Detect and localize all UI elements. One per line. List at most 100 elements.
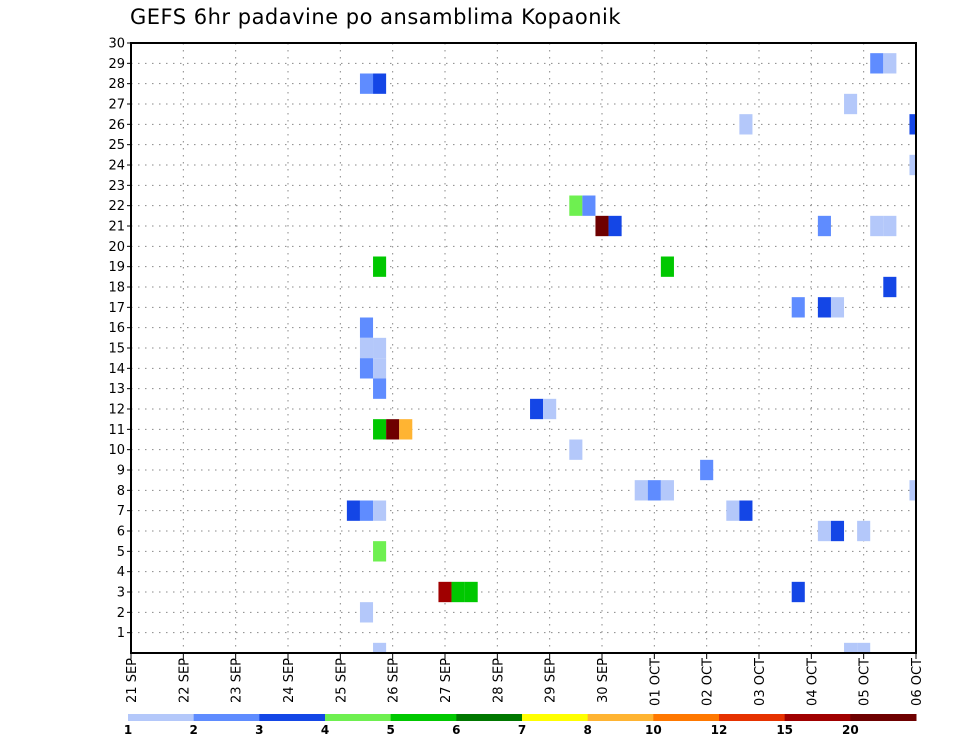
x-tick-label: 06 OCT — [910, 658, 925, 706]
y-tick-label: 10 — [108, 443, 125, 458]
colorbar-label: 20 — [842, 723, 859, 737]
colorbar-swatch — [456, 714, 523, 721]
heatmap-cell — [438, 581, 452, 603]
y-tick-label: 22 — [108, 199, 125, 214]
heatmap-cell — [883, 53, 897, 74]
x-tick-label: 29 SEP — [544, 658, 559, 703]
heatmap-cell — [373, 642, 387, 653]
heatmap-cell — [359, 500, 374, 521]
colorbar-label: 7 — [518, 723, 526, 737]
heatmap-cell — [870, 215, 884, 237]
heatmap-cell — [660, 480, 674, 501]
y-tick-label: 18 — [108, 281, 125, 296]
x-tick-label: 26 SEP — [387, 658, 402, 703]
colorbar-swatch — [850, 714, 917, 721]
heatmap-cell — [817, 297, 831, 318]
y-axis: 1234567891011121314151617181920212223242… — [108, 37, 131, 641]
heatmap-cell — [359, 337, 374, 359]
heatmap-cell — [844, 93, 858, 115]
y-tick-label: 23 — [108, 179, 125, 194]
heatmap-cell — [346, 500, 360, 521]
heatmap-cell — [857, 520, 871, 542]
heatmap-cell — [909, 480, 916, 501]
heatmap-cell — [700, 459, 714, 481]
heatmap-cell — [386, 419, 400, 440]
y-tick-label: 26 — [108, 118, 125, 133]
heatmap-cell — [909, 114, 916, 135]
heatmap-cell — [359, 602, 374, 623]
heatmap-cell — [791, 581, 805, 603]
colorbar-label: 15 — [776, 723, 793, 737]
x-tick-label: 01 OCT — [648, 658, 663, 706]
y-tick-label: 12 — [108, 403, 125, 418]
heatmap-cell — [830, 520, 845, 542]
colorbar-label: 4 — [321, 723, 329, 737]
y-tick-label: 13 — [108, 382, 125, 397]
cell-group — [346, 53, 916, 653]
chart-title: GEFS 6hr padavine po ansamblima Kopaonik — [130, 5, 622, 29]
colorbar-swatch — [259, 714, 326, 721]
y-tick-label: 3 — [117, 586, 125, 601]
heatmap-cell — [373, 256, 387, 277]
colorbar-label: 3 — [255, 723, 263, 737]
colorbar-swatch — [390, 714, 457, 721]
heatmap-cell — [373, 419, 387, 440]
colorbar-label: 6 — [452, 723, 460, 737]
heatmap-cell — [830, 297, 845, 318]
y-tick-label: 5 — [117, 545, 125, 560]
y-tick-label: 14 — [108, 362, 125, 377]
heatmap-cell — [857, 642, 871, 653]
heatmap-cell — [399, 419, 413, 440]
y-tick-label: 4 — [117, 565, 125, 580]
heatmap-cell — [451, 581, 465, 603]
cells — [346, 53, 916, 653]
heatmap-cell — [817, 215, 831, 237]
x-tick-label: 27 SEP — [439, 658, 454, 703]
heatmap-cell — [634, 480, 648, 501]
colorbar-swatch — [128, 714, 195, 721]
heatmap-cell — [883, 215, 897, 237]
x-tick-label: 04 OCT — [805, 658, 820, 706]
heatmap-cell — [569, 439, 583, 460]
heatmap-cell — [543, 398, 557, 420]
colorbar-swatch — [653, 714, 720, 721]
y-tick-label: 28 — [108, 77, 125, 92]
heatmap-cell — [373, 73, 387, 94]
heatmap-cell — [660, 256, 674, 277]
y-tick-label: 15 — [108, 342, 125, 357]
x-tick-label: 21 SEP — [125, 658, 140, 703]
y-tick-label: 24 — [108, 159, 125, 174]
x-tick-label: 28 SEP — [491, 658, 506, 703]
y-tick-label: 2 — [117, 606, 125, 621]
heatmap-cell — [791, 297, 805, 318]
y-tick-label: 16 — [108, 321, 125, 336]
y-tick-label: 29 — [108, 57, 125, 72]
y-tick-label: 27 — [108, 98, 125, 113]
heatmap-cell — [464, 581, 478, 603]
heatmap-cell — [530, 398, 544, 420]
colorbar-label: 5 — [386, 723, 394, 737]
heatmap-cell — [739, 500, 753, 521]
heatmap-cell — [844, 642, 858, 653]
colorbar-swatch — [193, 714, 260, 721]
heatmap-cell — [373, 500, 387, 521]
y-tick-label: 25 — [108, 138, 125, 153]
heatmap-cell — [359, 73, 374, 94]
y-tick-label: 21 — [108, 220, 125, 235]
heatmap-cell — [359, 317, 374, 338]
heatmap-cell — [373, 337, 387, 359]
y-tick-label: 7 — [117, 504, 125, 519]
y-tick-label: 8 — [117, 484, 125, 499]
colorbar-swatch — [784, 714, 851, 721]
x-tick-label: 03 OCT — [753, 658, 768, 706]
heatmap-cell — [608, 215, 622, 237]
heatmap-cell — [909, 154, 916, 176]
colorbar-label: 1 — [124, 723, 132, 737]
y-tick-label: 1 — [117, 626, 125, 641]
y-tick-label: 20 — [108, 240, 125, 255]
heatmap-cell — [883, 276, 897, 298]
heatmap-cell — [582, 195, 596, 216]
x-tick-label: 22 SEP — [177, 658, 192, 703]
grid — [131, 43, 916, 653]
